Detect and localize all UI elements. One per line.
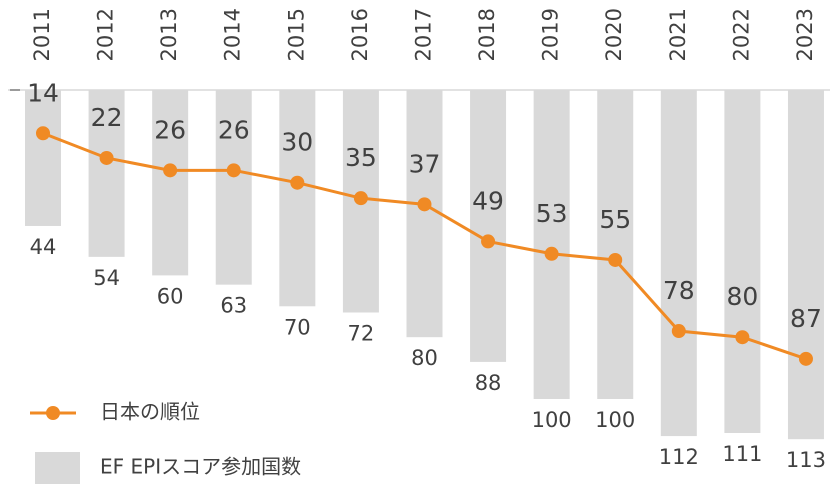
line-label: 53 [536,199,568,228]
line-label: 30 [281,128,313,157]
bar [88,90,125,257]
line-label: 22 [91,103,123,132]
line-label: 49 [472,186,504,215]
bar-label: 54 [93,266,120,290]
bar [152,90,189,276]
bar-label: 44 [30,235,57,259]
bar-label: 60 [157,284,184,308]
line-point [353,191,368,206]
x-tick-label: 2021 [666,8,690,61]
bar [25,90,61,226]
bar-label: 100 [595,408,635,432]
bar [787,90,824,440]
bar [406,90,443,338]
line-label: 80 [726,282,758,311]
bar [215,90,252,285]
line-point [671,324,686,339]
legend-label: 日本の順位 [100,400,200,424]
line-label: 26 [154,115,186,144]
x-tick-label: 2013 [157,8,181,61]
bar [724,90,761,433]
line-point [417,197,432,212]
bar-label: 80 [411,346,438,370]
x-tick-label: 2023 [793,8,817,61]
bar [533,90,570,399]
x-tick-label: 2015 [284,8,308,61]
x-tick-label: 2016 [348,8,372,61]
x-tick-label: 2022 [729,8,753,61]
line-point [481,234,496,249]
x-tick-label: 2019 [539,8,563,61]
bar-label: 88 [475,371,502,395]
legend-label: EF EPIスコア参加国数 [100,455,301,479]
bar-label: 111 [722,442,762,466]
line-point [735,330,750,345]
line-label: 26 [218,115,250,144]
bar-label: 72 [348,321,375,345]
x-tick-label: 2020 [602,8,626,61]
line-label: 37 [409,149,441,178]
line-label: 55 [599,205,631,234]
bar-label: 70 [284,315,311,339]
line-label: 35 [345,143,377,172]
line-point [99,150,114,165]
bar [597,90,634,399]
bar-label: 100 [532,408,572,432]
line-point [226,163,241,178]
x-tick-label: 2017 [411,8,435,61]
bar-label: 63 [220,294,247,318]
x-tick-label: 2011 [30,8,54,61]
line-label: 78 [663,276,695,305]
line-point [544,246,559,261]
x-tick-label: 2014 [221,8,245,61]
line-point [798,351,813,366]
line-point [290,175,305,190]
line-point [36,126,50,141]
line-point [608,252,623,267]
x-tick-label: 2012 [94,8,118,61]
legend-marker [46,406,60,420]
x-tick-label: 2018 [475,8,499,61]
line-label: 14 [27,78,59,107]
legend-swatch [35,452,80,484]
bar [660,90,697,437]
bar [279,90,316,307]
bar-label: 113 [786,448,826,472]
bar [470,90,507,362]
line-point [163,163,178,178]
bar-label: 112 [659,445,699,469]
line-label: 87 [790,304,822,333]
